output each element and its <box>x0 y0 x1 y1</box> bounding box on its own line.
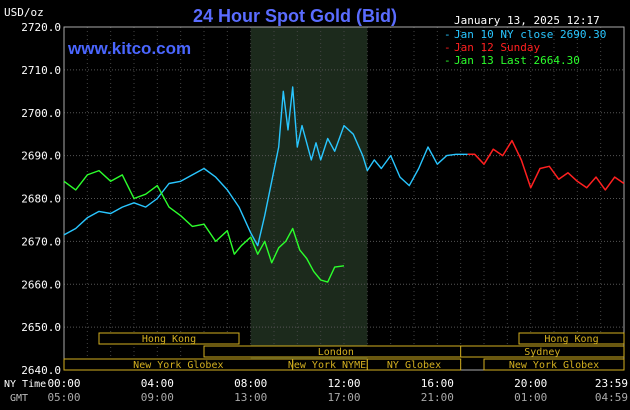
x-tick-label: 16:00 <box>421 377 454 390</box>
ny-time-row-label: NY Time <box>4 379 46 390</box>
legend-marker-series-1: - <box>444 41 451 54</box>
y-tick-label: 2690.0 <box>21 150 61 163</box>
y-tick-label: 2660.0 <box>21 278 61 291</box>
y-tick-label: 2650.0 <box>21 321 61 334</box>
shaded-region-layer <box>250 27 368 370</box>
legend-entry-series-2: Jan 13 Last 2664.30 <box>454 54 580 67</box>
legend-entry-series-0: Jan 10 NY close 2690.30 <box>454 28 606 41</box>
x-tick-label: 12:00 <box>327 377 360 390</box>
x-tick-label-gmt: 21:00 <box>421 391 454 404</box>
legend: - Jan 10 NY close 2690.30 - Jan 12 Sunda… <box>444 28 606 67</box>
session-bar <box>483 358 625 371</box>
y-tick-label: 2720.0 <box>21 21 61 34</box>
series-line-1 <box>467 139 625 191</box>
x-tick-label: 04:00 <box>141 377 174 390</box>
session-bar <box>460 345 625 358</box>
x-tick-label: 08:00 <box>234 377 267 390</box>
y-tick-label: 2710.0 <box>21 64 61 77</box>
shaded-market-hours <box>250 27 368 370</box>
session-label: New York NYMEX <box>288 360 372 371</box>
session-label: Hong Kong <box>544 334 598 345</box>
series-line-0 <box>63 86 468 247</box>
y-unit-label: USD/oz <box>4 6 44 19</box>
x-tick-label-gmt: 09:00 <box>141 391 174 404</box>
session-label: New York Globex <box>133 360 223 371</box>
axis-layer: 2720.0 2710.0 2700.0 2690.0 2680.0 2670.0 2660… <box>21 21 628 404</box>
session-bars-layer: Hong Kong London New York Globex New York N… <box>63 332 625 371</box>
legend-entry-series-1: Jan 12 Sunday <box>454 41 540 54</box>
series-line-2 <box>63 169 345 283</box>
legend-marker-series-2: - <box>444 54 451 67</box>
session-bar <box>98 332 240 345</box>
gmt-row-label: GMT <box>10 393 28 404</box>
x-tick-label-gmt: 17:00 <box>327 391 360 404</box>
x-tick-label: 23:59 <box>595 377 628 390</box>
x-tick-label-gmt: 05:00 <box>47 391 80 404</box>
series-layer <box>63 86 625 283</box>
x-tick-label-gmt: 04:59 <box>595 391 628 404</box>
y-tick-label: 2670.0 <box>21 235 61 248</box>
site-link[interactable]: www.kitco.com <box>67 39 191 58</box>
session-label: New York Globex <box>509 360 599 371</box>
chart-title: 24 Hour Spot Gold (Bid) <box>193 6 397 26</box>
x-tick-label: 20:00 <box>514 377 547 390</box>
session-label: London <box>318 347 354 358</box>
x-tick-label: 00:00 <box>47 377 80 390</box>
timestamp: January 13, 2025 12:17 <box>454 14 600 27</box>
x-tick-label-gmt: 01:00 <box>514 391 547 404</box>
y-tick-label: 2680.0 <box>21 193 61 206</box>
session-bar <box>518 332 625 345</box>
x-tick-label-gmt: 13:00 <box>234 391 267 404</box>
session-label: Sydney <box>524 347 560 358</box>
session-label: NY Globex <box>387 360 441 371</box>
session-bar <box>366 358 462 371</box>
legend-marker-series-0: - <box>444 28 451 41</box>
y-tick-label: 2640.0 <box>21 364 61 377</box>
y-tick-label: 2700.0 <box>21 107 61 120</box>
session-label: Hong Kong <box>142 334 196 345</box>
